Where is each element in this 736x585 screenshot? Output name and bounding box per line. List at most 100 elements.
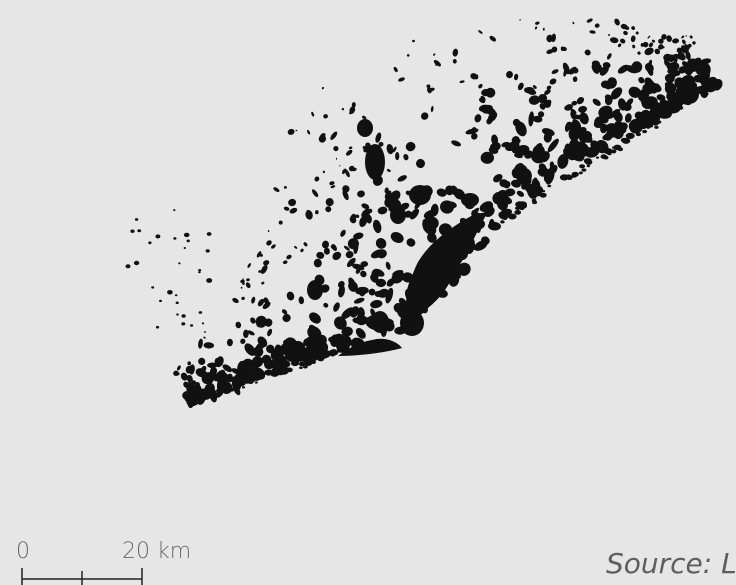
settlement-patch	[517, 82, 524, 91]
settlement-patch	[176, 313, 179, 316]
settlement-patch	[175, 301, 179, 305]
settlement-patch	[255, 315, 268, 328]
settlement-patch	[511, 146, 521, 154]
settlement-patch	[393, 199, 401, 208]
settlement-patch	[434, 258, 448, 271]
settlement-patch	[620, 38, 626, 44]
settlement-patch	[513, 73, 519, 81]
settlement-patch	[204, 395, 210, 399]
settlement-patch	[658, 44, 664, 50]
settlement-patch	[591, 64, 600, 74]
settlement-patch	[635, 31, 639, 35]
settlement-patch	[251, 296, 256, 304]
settlement-patch	[648, 59, 653, 67]
settlement-patch	[375, 278, 387, 288]
settlement-patch	[321, 86, 325, 90]
settlement-patch	[511, 136, 520, 145]
settlement-patch	[244, 379, 251, 384]
settlement-patch	[316, 251, 325, 259]
settlement-patch	[176, 365, 181, 371]
settlement-patch	[375, 146, 382, 153]
settlement-patch	[672, 38, 680, 44]
settlement-patch	[626, 98, 634, 106]
settlement-patch	[632, 44, 636, 49]
settlement-patch	[370, 308, 376, 317]
settlement-patch	[341, 107, 345, 111]
settlement-patch	[658, 113, 665, 119]
settlement-patch	[452, 263, 464, 276]
settlement-patch	[302, 360, 309, 365]
settlement-patch	[665, 104, 675, 111]
settlement-patch	[599, 65, 610, 76]
settlement-patch	[402, 272, 414, 283]
settlement-patch	[644, 47, 654, 56]
settlement-patch	[350, 337, 366, 352]
settlement-patch	[375, 132, 382, 143]
settlement-patch	[137, 229, 142, 233]
settlement-patch	[412, 39, 415, 43]
settlement-patch	[391, 271, 405, 284]
settlement-patch	[459, 251, 469, 261]
settlement-patch	[663, 112, 668, 116]
settlement-patch	[372, 175, 383, 186]
settlement-patch	[384, 187, 389, 194]
settlement-patch	[317, 352, 325, 359]
settlement-patch	[329, 349, 338, 356]
settlement-patch	[452, 59, 457, 64]
settlement-patch	[283, 206, 290, 211]
settlement-patch	[243, 329, 249, 338]
settlement-patch	[399, 202, 410, 211]
settlement-patch	[363, 147, 369, 153]
settlement-patch	[544, 89, 551, 96]
settlement-patch	[681, 61, 689, 68]
settlement-patch	[368, 288, 376, 296]
settlement-patch	[681, 46, 689, 54]
settlement-patch	[260, 264, 268, 274]
settlement-patch	[624, 113, 632, 123]
settlement-patch	[428, 87, 435, 92]
settlement-patch	[353, 241, 359, 255]
settlement-patch	[415, 158, 426, 169]
settlement-patch	[332, 251, 342, 261]
settlement-patch	[198, 357, 206, 365]
settlement-patch	[426, 84, 431, 89]
settlement-patch	[478, 30, 483, 34]
settlement-patch	[322, 351, 326, 354]
settlement-patch	[300, 248, 304, 253]
settlement-patch	[547, 184, 552, 188]
settlement-patch	[704, 88, 709, 92]
settlement-patch	[603, 155, 609, 160]
settlement-patch	[625, 132, 635, 139]
settlement-patch	[361, 203, 370, 210]
settlement-patch	[617, 64, 629, 74]
settlement-patch	[692, 41, 696, 45]
settlement-patch	[209, 389, 216, 394]
settlement-patch	[626, 65, 637, 74]
settlement-patch	[651, 115, 661, 122]
settlement-patch	[651, 83, 660, 94]
settlement-patch	[373, 219, 382, 234]
settlement-patch	[323, 247, 330, 255]
settlement-patch	[404, 210, 412, 218]
settlement-patch	[313, 258, 322, 268]
settlement-patch	[677, 106, 684, 110]
settlement-patch	[274, 344, 284, 360]
settlement-patch	[617, 43, 622, 48]
settlement-patch	[311, 111, 315, 117]
settlement-patch	[531, 198, 537, 202]
settlement-patch	[406, 238, 416, 247]
settlement-patch	[373, 268, 385, 277]
settlement-patch	[342, 189, 349, 201]
settlement-patch	[393, 302, 404, 314]
settlement-patch	[352, 263, 365, 271]
settlement-patch	[592, 98, 601, 106]
settlement-patch	[253, 358, 260, 365]
settlement-patch	[279, 368, 289, 375]
settlement-patch	[215, 389, 222, 393]
settlement-patch	[333, 145, 339, 152]
settlement-patch	[263, 297, 269, 305]
settlement-patch	[341, 326, 353, 337]
settlement-patch	[491, 134, 499, 146]
settlement-patch	[478, 83, 483, 89]
settlement-patch	[289, 207, 298, 214]
